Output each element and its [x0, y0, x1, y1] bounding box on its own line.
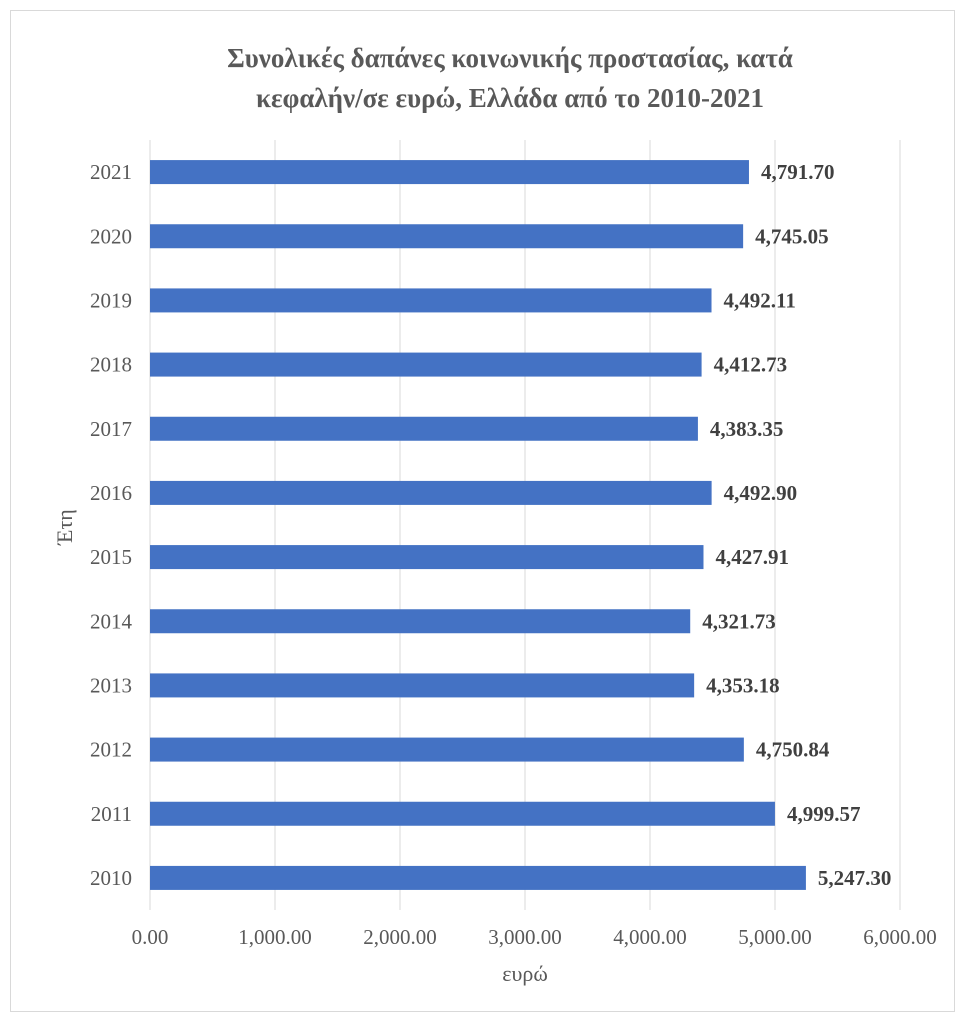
- bar: [150, 673, 695, 698]
- data-label: 4,999.57: [787, 802, 861, 826]
- y-tick-label: 2013: [90, 673, 132, 697]
- y-tick-label: 2016: [90, 481, 132, 505]
- x-tick-label: 5,000.00: [738, 925, 812, 949]
- y-tick-label: 2015: [90, 545, 132, 569]
- y-tick-label: 2021: [90, 160, 132, 184]
- bar: [150, 160, 749, 185]
- bar: [150, 224, 744, 249]
- chart-title-line-2: κεφαλήν/σε ευρώ, Ελλάδα από το 2010-2021: [255, 83, 765, 113]
- bar: [150, 609, 691, 634]
- data-label: 5,247.30: [818, 866, 892, 890]
- data-labels: 4,791.70 4,745.05 4,492.11 4,412.73 4,383.35…: [702, 160, 891, 890]
- y-tick-label: 2018: [90, 353, 132, 377]
- y-tick-label: 2010: [90, 866, 132, 890]
- data-label: 4,412.73: [714, 353, 788, 377]
- x-tick-label: 4,000.00: [613, 925, 687, 949]
- x-tick-label: 3,000.00: [488, 925, 562, 949]
- gridlines: [149, 140, 901, 910]
- data-label: 4,427.91: [715, 545, 789, 569]
- y-tick-label: 2017: [90, 417, 132, 441]
- data-label: 4,791.70: [761, 160, 835, 184]
- bar: [150, 352, 702, 377]
- data-label: 4,745.05: [755, 224, 829, 248]
- bar: [150, 801, 775, 826]
- x-tick-label: 6,000.00: [863, 925, 937, 949]
- y-tick-label: 2020: [90, 224, 132, 248]
- data-label: 4,353.18: [706, 673, 780, 697]
- bar: [150, 288, 712, 313]
- x-tick-label: 1,000.00: [238, 925, 312, 949]
- y-tick-label: 2014: [90, 609, 133, 633]
- bar: [150, 865, 806, 890]
- y-tick-label: 2019: [90, 288, 132, 312]
- bar: [150, 416, 698, 441]
- data-label: 4,492.11: [724, 288, 796, 312]
- y-axis-ticks: 2021 2020 2019 2018 2017 2016 2015 2014 2013 2012…: [90, 160, 133, 890]
- x-axis-title: ευρώ: [502, 961, 548, 986]
- data-label: 4,492.90: [724, 481, 798, 505]
- bar: [150, 737, 744, 762]
- bar: [150, 545, 704, 570]
- bar: [150, 480, 712, 505]
- x-tick-label: 0.00: [132, 925, 169, 949]
- chart-title-line-1: Συνολικές δαπάνες κοινωνικής προστασίας,…: [227, 43, 793, 73]
- chart-title: Συνολικές δαπάνες κοινωνικής προστασίας,…: [120, 38, 900, 118]
- y-tick-label: 2011: [91, 802, 132, 826]
- data-label: 4,750.84: [756, 738, 830, 762]
- x-axis-ticks: 0.00 1,000.00 2,000.00 3,000.00 4,000.00 5,00…: [132, 925, 937, 949]
- x-tick-label: 2,000.00: [363, 925, 437, 949]
- data-label: 4,321.73: [702, 609, 776, 633]
- y-tick-label: 2012: [90, 738, 132, 762]
- bars: [150, 160, 806, 890]
- data-label: 4,383.35: [710, 417, 784, 441]
- y-axis-title: Έτη: [52, 509, 77, 546]
